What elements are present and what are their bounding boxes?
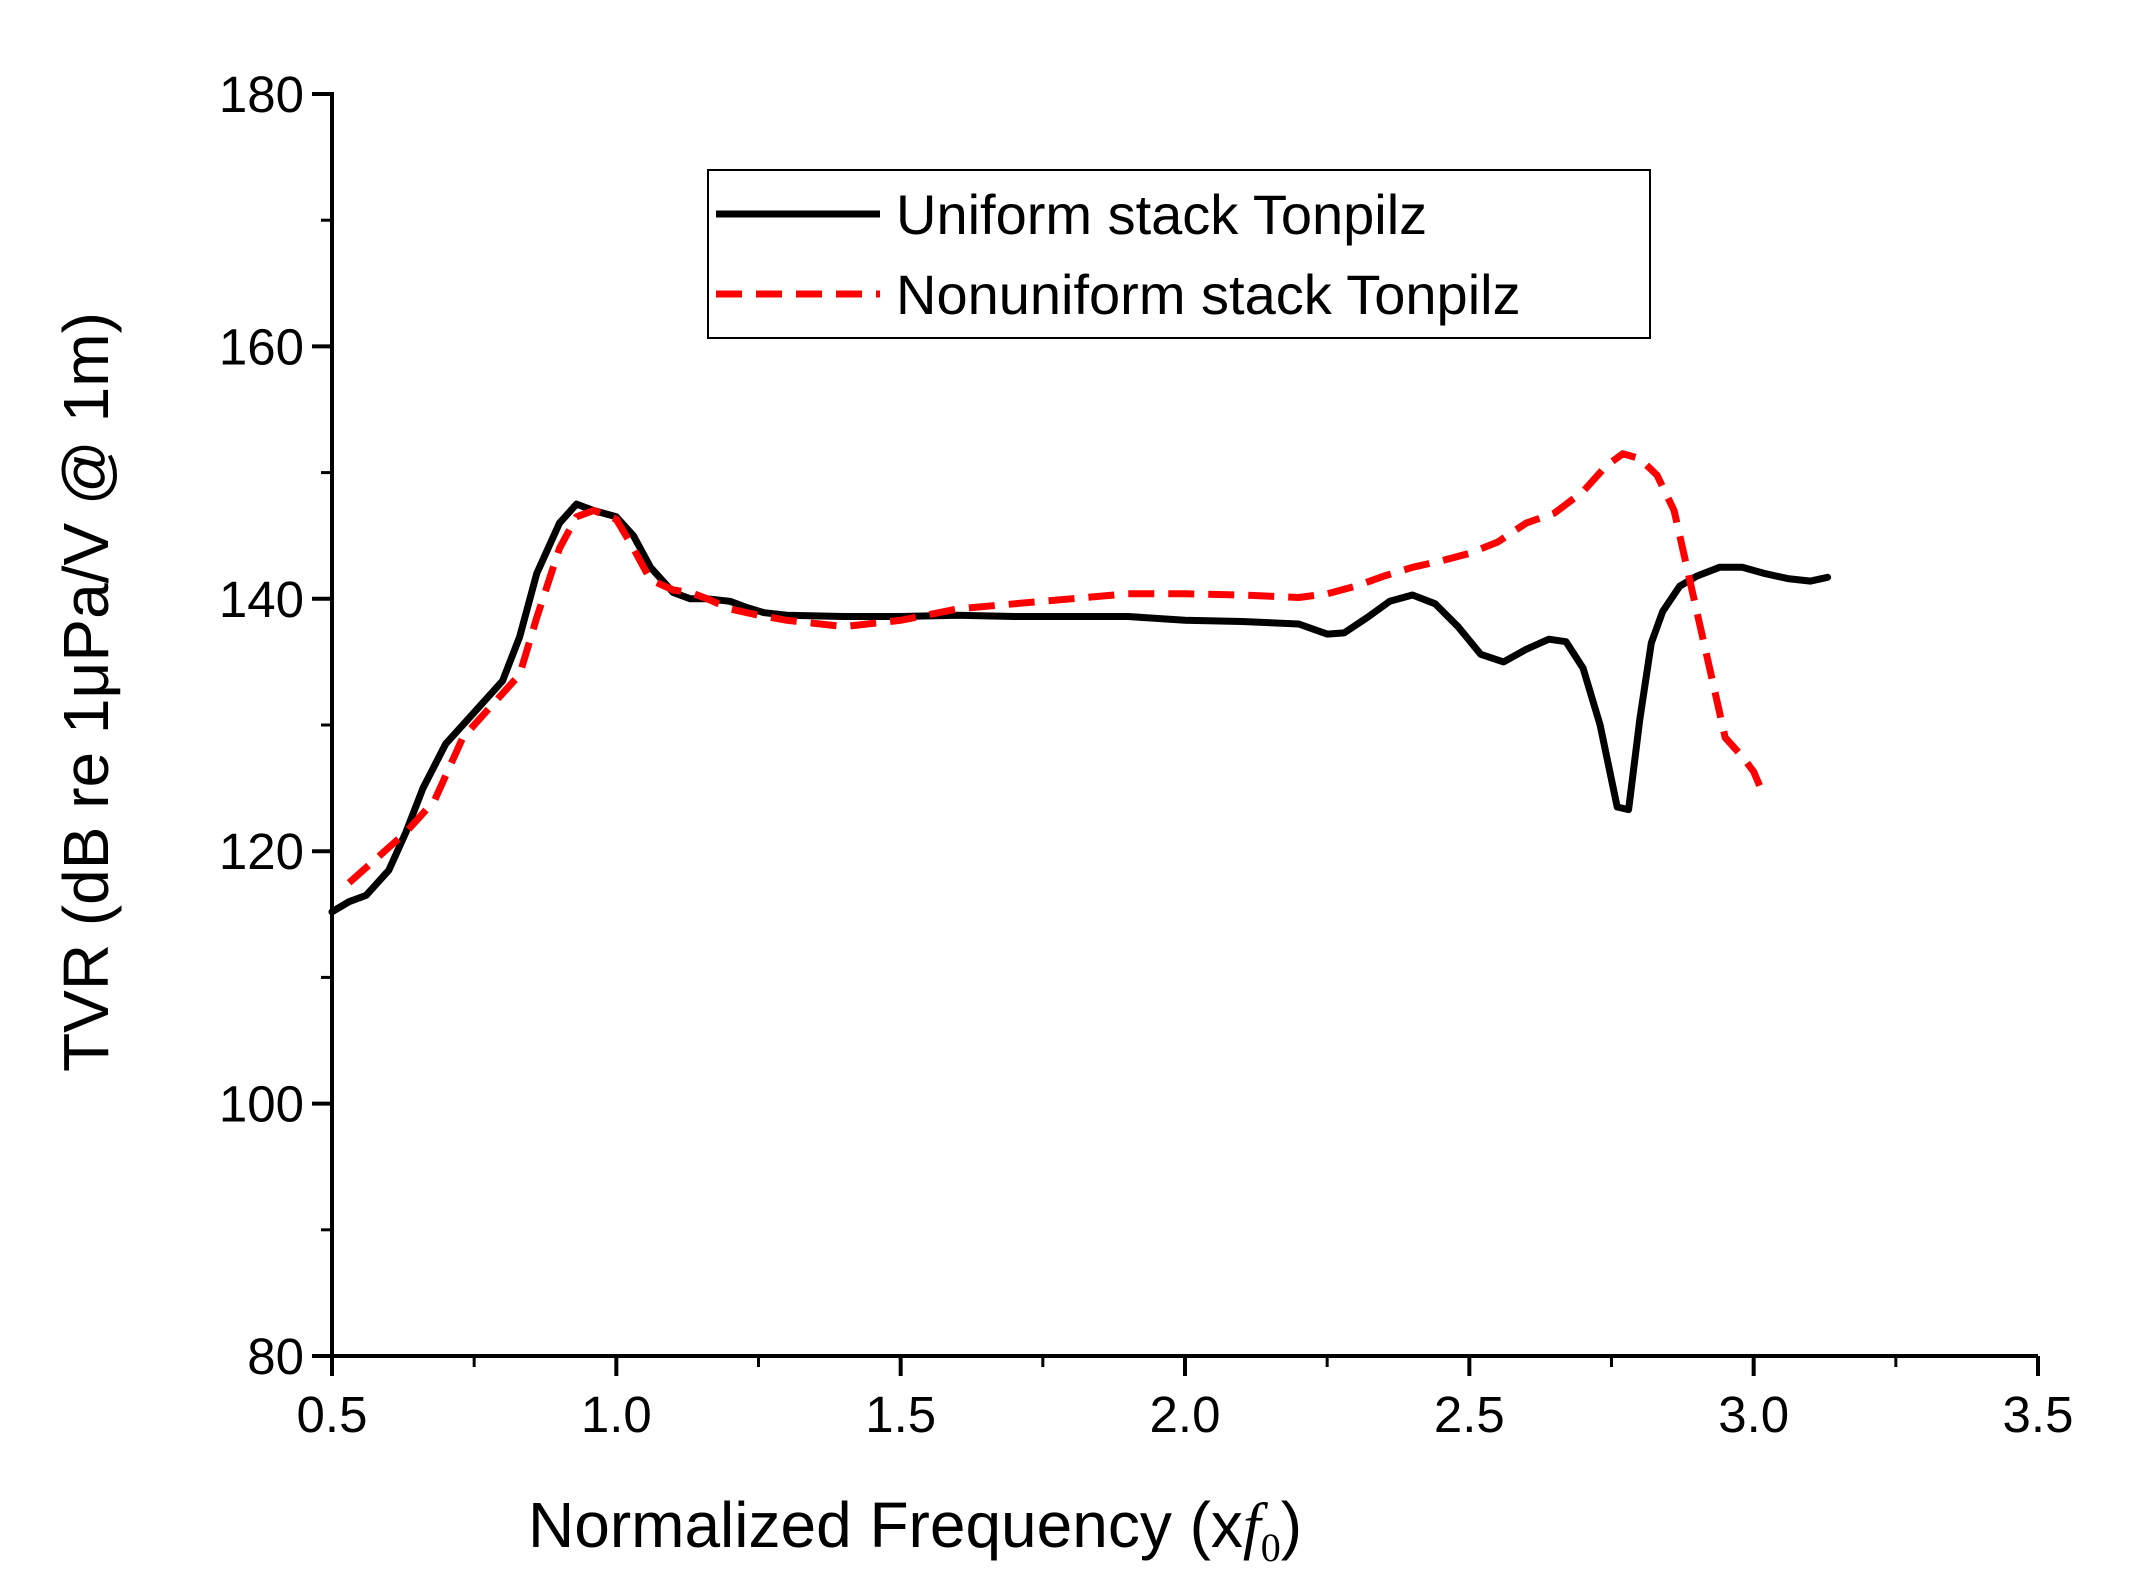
- legend-label-uniform: Uniform stack Tonpilz: [896, 183, 1427, 246]
- x-tick-label: 3.0: [1718, 1386, 1789, 1443]
- x-axis-title-subscript: 0: [1261, 1525, 1281, 1570]
- x-tick-label: 2.5: [1434, 1386, 1505, 1443]
- x-tick-label: 0.5: [297, 1386, 368, 1443]
- x-tick-label: 1.0: [581, 1386, 652, 1443]
- x-tick-label: 2.0: [1150, 1386, 1221, 1443]
- x-axis-title: Normalized Frequency (xf0): [528, 1489, 1302, 1570]
- x-tick-label: 3.5: [2003, 1386, 2074, 1443]
- series-line-uniform: [328, 500, 1832, 916]
- legend-box: [707, 169, 1651, 339]
- legend: Uniform stack Tonpilz Nonuniform stack T…: [707, 169, 1651, 339]
- axes-layer: 0.5 1.0 1.5 2.0 2.5 3.0 3.5 80 100 120 140 160 180: [219, 66, 2074, 1443]
- x-tick-label: 1.5: [865, 1386, 936, 1443]
- y-tick-label: 100: [219, 1076, 304, 1133]
- y-tick-label: 160: [219, 318, 304, 375]
- series-line-nonuniform: [346, 450, 1769, 886]
- y-tick-label: 180: [219, 66, 304, 123]
- y-tick-label: 80: [247, 1328, 304, 1385]
- series-lines-layer: [328, 450, 1832, 916]
- y-axis-title: TVR (dB re 1μPa/V @ 1m): [50, 312, 122, 1072]
- y-tick-label: 140: [219, 571, 304, 628]
- y-tick-label: 120: [219, 823, 304, 880]
- legend-label-nonuniform: Nonuniform stack Tonpilz: [896, 263, 1521, 326]
